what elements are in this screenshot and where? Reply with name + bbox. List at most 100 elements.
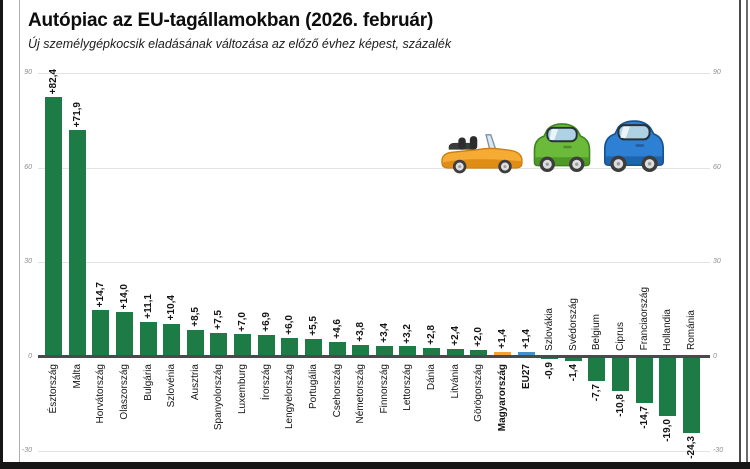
value-label-Belgium: -7,7 xyxy=(591,383,603,401)
bar-Ciprus xyxy=(612,356,630,391)
bar-Luxemburg xyxy=(234,334,252,357)
y-tick-left-60: 60 xyxy=(24,163,32,171)
bar-Franciaország xyxy=(635,356,653,403)
y-tick-left-30: 30 xyxy=(24,258,32,265)
category-label-Franciaország: Franciaország xyxy=(638,287,650,351)
value-label-Málta: +71,9 xyxy=(71,101,83,128)
category-label-Luxemburg: Luxemburg xyxy=(237,363,249,414)
value-label-Csehország: +4,6 xyxy=(331,319,343,340)
value-label-Ciprus: -10,8 xyxy=(615,393,627,417)
value-label-Spanyolország: +7,5 xyxy=(213,310,225,330)
category-label-Szlovénia: Szlovénia xyxy=(166,363,178,407)
y-tick-left-0: 0 xyxy=(28,352,32,360)
value-label-Görögország: +2,0 xyxy=(473,327,485,348)
category-label-Portugália: Portugália xyxy=(307,363,319,409)
value-label-Hollandia: -19,0 xyxy=(662,419,674,443)
bar-Hollandia xyxy=(659,356,677,417)
bar-Spanyolország xyxy=(210,332,228,357)
x-axis-line xyxy=(38,355,710,358)
page-title: Autópiac az EU-tagállamokban (2026. febr… xyxy=(28,10,434,31)
bar-Dánia xyxy=(423,347,441,357)
value-label-Észtország: +82,4 xyxy=(48,68,59,94)
value-label-Portugália: +5,5 xyxy=(307,316,319,337)
bar-Írország xyxy=(257,334,275,357)
gridline--30 xyxy=(38,451,710,452)
category-label-Spanyolország: Spanyolország xyxy=(213,363,225,430)
bar-Lengyelország xyxy=(281,337,299,357)
value-label-Finnország: +3,4 xyxy=(378,323,390,343)
value-label-Horvátország: +14,7 xyxy=(95,281,107,308)
bar-Olaszország xyxy=(115,312,133,357)
category-label-Málta: Málta xyxy=(71,363,83,388)
category-label-Szlovákia: Szlovákia xyxy=(544,307,556,351)
frame-inner-left-line xyxy=(19,0,20,469)
hatchback-car-blue-icon xyxy=(603,120,665,172)
bar-Belgium xyxy=(588,356,606,381)
bar-Litvánia xyxy=(446,348,464,357)
car-illustrations xyxy=(438,112,673,174)
category-label-Finnország: Finnország xyxy=(378,363,390,413)
value-label-Dánia: +2,8 xyxy=(426,324,438,345)
bar-Észtország xyxy=(45,96,62,357)
category-label-Magyarország: Magyarország xyxy=(496,363,508,431)
value-label-Ausztria: +8,5 xyxy=(189,306,201,327)
value-label-Szlovákia: -0,9 xyxy=(544,362,556,380)
category-label-Írország: Írország xyxy=(260,363,272,400)
bar-Csehország xyxy=(328,342,346,357)
y-tick-right-30: 30 xyxy=(713,258,721,265)
frame-right-border-inner xyxy=(739,0,741,469)
bar-Ausztria xyxy=(186,329,204,357)
bar-Finnország xyxy=(375,345,393,357)
category-label-Horvátország: Horvátország xyxy=(95,363,107,423)
value-label-Szlovénia: +10,4 xyxy=(166,295,178,321)
value-label-Svédország: -1,4 xyxy=(567,363,579,382)
y-tick-right-90: 90 xyxy=(713,69,721,76)
y-tick-right-60: 60 xyxy=(713,163,721,171)
category-label-Lengyelország: Lengyelország xyxy=(284,363,296,429)
bar-Románia xyxy=(683,356,700,434)
bar-Portugália xyxy=(304,339,322,357)
value-label-Franciaország: -14,7 xyxy=(638,405,650,429)
value-label-Luxemburg: +7,0 xyxy=(237,311,249,332)
value-label-Németország: +3,8 xyxy=(355,321,367,342)
value-label-Litvánia: +2,4 xyxy=(449,326,461,346)
category-label-Görögország: Görögország xyxy=(473,363,485,422)
convertible-car-icon xyxy=(441,134,523,174)
value-label-Bulgária: +11,1 xyxy=(142,293,154,319)
gridline-60 xyxy=(38,167,710,169)
bar-Görögország xyxy=(470,350,488,357)
value-label-Románia: -24,3 xyxy=(686,436,697,459)
bar-Horvátország xyxy=(92,310,110,357)
value-label-Lengyelország: +6,0 xyxy=(284,314,296,335)
category-label-Németország: Németország xyxy=(355,363,367,423)
category-label-Svédország: Svédország xyxy=(567,297,579,351)
category-label-EU27: EU27 xyxy=(520,363,532,389)
category-label-Litvánia: Litvánia xyxy=(449,363,461,398)
bar-Málta xyxy=(68,130,86,357)
bar-EU27 xyxy=(517,352,535,357)
frame-bottom-border xyxy=(0,462,750,469)
value-label-EU27: +1,4 xyxy=(520,329,532,350)
category-label-Románia: Románia xyxy=(686,310,697,351)
value-label-Olaszország: +14,0 xyxy=(118,284,130,310)
y-tick-left-90: 90 xyxy=(24,69,32,76)
bar-Lettország xyxy=(399,346,417,357)
frame-right-border-outer xyxy=(746,0,748,469)
category-label-Dánia: Dánia xyxy=(426,363,438,390)
gridline-90 xyxy=(38,73,710,74)
frame-left-border xyxy=(0,0,3,469)
y-tick-right--30: -30 xyxy=(713,447,724,454)
bar-Magyarország xyxy=(493,352,511,357)
y-tick-left--30: -30 xyxy=(21,447,32,454)
category-label-Bulgária: Bulgária xyxy=(142,363,154,401)
bar-Németország xyxy=(352,344,370,357)
value-label-Magyarország: +1,4 xyxy=(496,329,508,350)
category-label-Észtország: Észtország xyxy=(48,363,59,413)
category-label-Ciprus: Ciprus xyxy=(615,321,627,351)
gridline-30 xyxy=(38,262,710,263)
bar-Svédország xyxy=(564,356,582,361)
value-label-Lettország: +3,2 xyxy=(402,323,414,344)
y-tick-right-0: 0 xyxy=(713,352,717,360)
